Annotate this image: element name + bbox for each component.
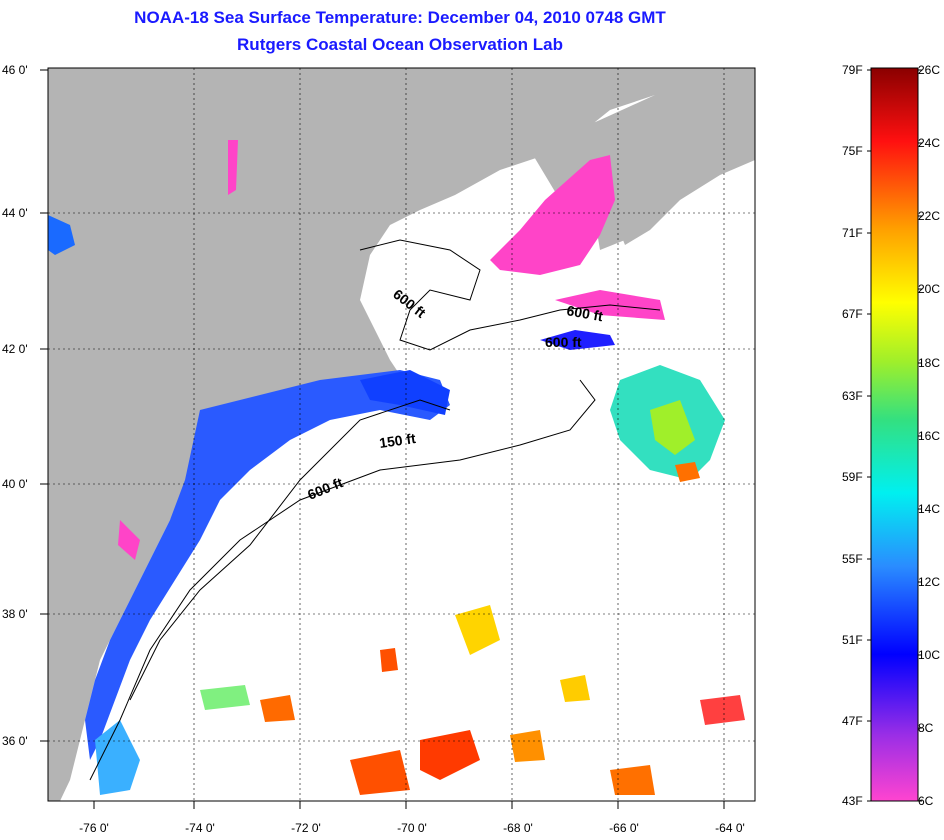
isobath-label: 600 ft [565,302,604,324]
colorbar-f-label: 43F [842,794,863,808]
colorbar [870,67,919,802]
colorbar-c-label: 22C [918,209,940,223]
lon-label-70: -70 0' [397,821,427,835]
isobath-600-line [89,379,596,781]
lon-label-66: -66 0' [609,821,639,835]
land-nova-scotia [615,110,755,245]
colorbar-f-label: 55F [842,552,863,566]
isobath-label: 150 ft [378,430,417,451]
lon-label-74: -74 0' [185,821,215,835]
colorbar-c-label: 14C [918,502,940,516]
lat-label-42: 42 0' [2,342,28,356]
colorbar-c-label: 18C [918,356,940,370]
colorbar-c-label: 8C [918,721,934,735]
colorbar-c-label: 26C [918,63,940,77]
tick-marks [40,69,725,809]
lat-label-44: 44 0' [2,206,28,220]
colorbar-c-label: 16C [918,429,940,443]
lon-label-76: -76 0' [79,821,109,835]
lat-label-40: 40 0' [2,477,28,491]
lon-label-64: -64 0' [715,821,745,835]
colorbar-f-label: 75F [842,144,863,158]
lat-label-36: 36 0' [2,734,28,748]
lon-label-72: -72 0' [291,821,321,835]
colorbar-f-label: 59F [842,470,863,484]
map-subtitle: Rutgers Coastal Ocean Observation Lab [237,35,563,54]
isobath-label: 600 ft [545,334,582,350]
map-frame [47,67,756,802]
colorbar-f-label: 71F [842,226,863,240]
lon-label-68: -68 0' [503,821,533,835]
colorbar-f-label: 67F [842,307,863,321]
colorbar-f-label: 47F [842,714,863,728]
graticule [48,68,755,801]
colorbar-c-label: 12C [918,575,940,589]
isobath-150-line [129,399,451,701]
colorbar-c-label: 20C [918,282,940,296]
colorbar-f-label: 79F [842,63,863,77]
lat-label-46: 46 0' [2,63,28,77]
sst-patches [48,140,745,795]
colorbar-f-label: 63F [842,389,863,403]
colorbar-c-label: 10C [918,648,940,662]
colorbar-c-label: 6C [918,794,934,808]
land-mass [48,68,755,801]
colorbar-ticks [867,69,922,802]
map-title: NOAA-18 Sea Surface Temperature: Decembe… [134,8,666,27]
colorbar-c-label: 24C [918,136,940,150]
isobaths [89,239,661,781]
colorbar-f-label: 51F [842,633,863,647]
lat-label-38: 38 0' [2,607,28,621]
